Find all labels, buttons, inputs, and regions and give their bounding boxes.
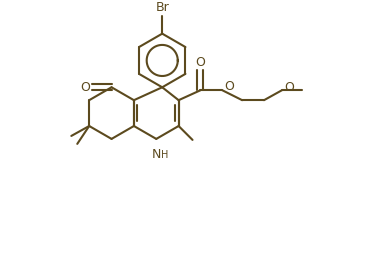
Text: O: O <box>284 81 294 94</box>
Text: N: N <box>152 148 161 161</box>
Text: O: O <box>80 81 90 94</box>
Text: O: O <box>224 80 234 93</box>
Text: Br: Br <box>155 1 169 14</box>
Text: O: O <box>196 56 205 69</box>
Text: H: H <box>161 150 168 160</box>
